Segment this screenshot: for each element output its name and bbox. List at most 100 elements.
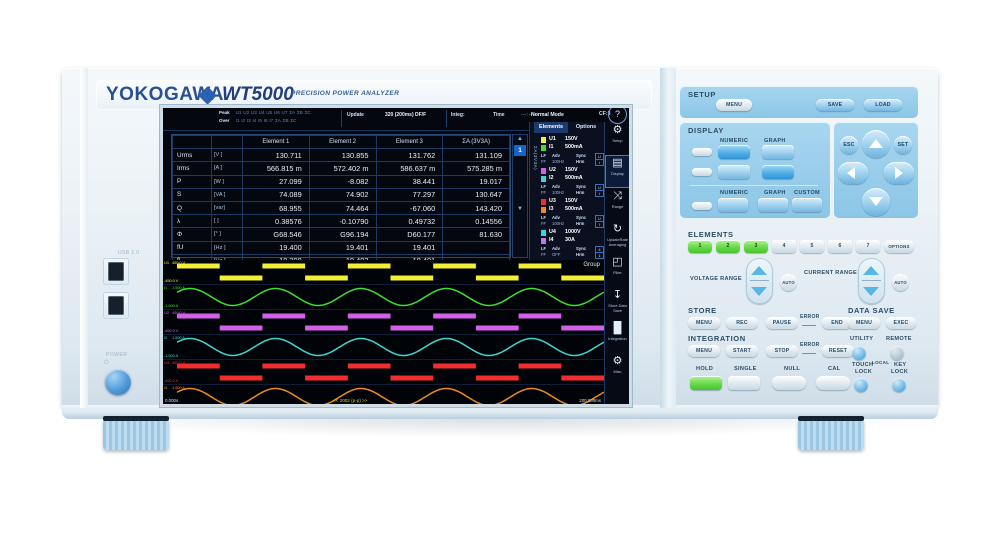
sync-box-u[interactable]: U xyxy=(595,214,604,223)
hold-button[interactable] xyxy=(690,376,722,390)
page-dot[interactable]: · xyxy=(519,172,521,178)
current-range-rocker[interactable] xyxy=(858,258,885,304)
store-end-button[interactable]: END xyxy=(822,317,852,329)
page-down-icon[interactable]: ▼ xyxy=(517,206,523,212)
setup-icon[interactable]: ⚙ Setup xyxy=(605,122,629,155)
element-button-6[interactable]: 6 xyxy=(828,240,852,253)
display-numeric-button-2[interactable] xyxy=(718,165,750,179)
waveform-row[interactable]: I1 1.500 A -1.500 A xyxy=(163,285,604,310)
single-button[interactable] xyxy=(728,376,760,390)
waveform-area[interactable]: U1 450.0 V -450.0 V I1 1.500 A -1.500 A U2 450.… xyxy=(163,260,604,404)
element-voltage-row[interactable]: U2 150V xyxy=(539,167,604,175)
element-current-row[interactable]: I1 500mA xyxy=(539,144,604,152)
lcd-screen[interactable]: Peak U1 U2 U3 U4 U5 U6 U7 ΣA ΣB ΣC Over I1 I2 I3 I4 I5 I… xyxy=(163,108,629,404)
u-range-value[interactable]: 150V xyxy=(565,167,578,173)
nav-up-button[interactable] xyxy=(862,130,890,158)
waveform-row[interactable]: U2 450.0 V -450.0 V xyxy=(163,310,604,335)
table-row[interactable]: Irms [A ] 566.815 m 572.402 m 586.637 m 575.2… xyxy=(172,161,510,176)
save-button[interactable]: SAVE xyxy=(816,99,854,111)
voltage-auto-button[interactable]: AUTO xyxy=(780,274,797,291)
page-up-icon[interactable]: ▲ xyxy=(517,136,523,142)
store-rec-button[interactable]: REC xyxy=(726,317,758,329)
range-icon[interactable]: ⤨ Range xyxy=(605,188,629,221)
nav-left-button[interactable] xyxy=(838,162,868,184)
i-range-value[interactable]: 500mA xyxy=(565,175,583,182)
i-range-value[interactable]: 500mA xyxy=(565,206,583,213)
element-button-5[interactable]: 5 xyxy=(800,240,824,253)
touch-lock-button[interactable] xyxy=(854,378,868,392)
waveform-row[interactable]: I2 1.500 A -1.500 A xyxy=(163,335,604,360)
help-icon[interactable]: ? xyxy=(608,108,627,124)
u-range-value[interactable]: 150V xyxy=(565,136,578,142)
load-button[interactable]: LOAD xyxy=(864,99,902,111)
page-scroller[interactable]: ▲ 1 · · · · ▼ xyxy=(512,134,528,258)
cal-button[interactable] xyxy=(816,376,850,390)
utility-button[interactable] xyxy=(852,346,866,360)
element-voltage-row[interactable]: U1 150V xyxy=(539,136,604,144)
misc-icon[interactable]: ⚙ Misc xyxy=(605,353,629,386)
element-button-3[interactable]: 3 xyxy=(744,240,768,253)
waveform-row[interactable]: I3 1.500 A -1.500 A xyxy=(163,385,604,404)
display-icon[interactable]: ▤ Display xyxy=(605,155,629,188)
table-row[interactable]: S [VA ] 74.089 74.902 77.297 130.647 xyxy=(172,187,510,202)
table-row[interactable]: Urms [V ] 130.711 130.855 131.762 131.109 xyxy=(172,148,510,163)
integration-start-button[interactable]: START xyxy=(726,345,758,357)
display-row1-indicator[interactable] xyxy=(692,148,712,156)
table-row[interactable]: Q [var] 68.955 74.464 -67.060 143.420 xyxy=(172,200,510,216)
integration-icon[interactable]: █ Integration xyxy=(605,320,629,353)
element-button-4[interactable]: 4 xyxy=(772,240,796,253)
display-numeric-button-3[interactable] xyxy=(718,198,748,212)
power-button[interactable] xyxy=(105,369,131,395)
table-row[interactable]: fU [Hz ] 19.400 19.401 19.401 xyxy=(172,240,510,255)
set-button[interactable]: SET xyxy=(894,136,912,154)
filter-icon[interactable]: ◰ Filter xyxy=(605,254,629,287)
nav-right-button[interactable] xyxy=(884,162,914,184)
tab-options[interactable]: Options xyxy=(575,124,597,130)
i-range-value[interactable]: 500mA xyxy=(565,144,583,151)
display-row3-indicator[interactable] xyxy=(692,202,712,210)
element-group[interactable]: U2 150V I2 500mA LF FF Adv 100Hz Sync Hrm U I xyxy=(539,167,604,198)
sync-box-i[interactable]: I xyxy=(595,189,604,198)
store-menu-button[interactable]: MENU xyxy=(688,317,720,329)
sync-box-u[interactable]: U xyxy=(595,152,604,161)
sync-box-u[interactable]: 4 xyxy=(595,245,604,254)
table-row[interactable]: Φ [° ] G68.546 G96.194 D60.177 81.630 xyxy=(172,227,510,242)
current-auto-button[interactable]: AUTO xyxy=(892,274,909,291)
usb-port-1[interactable] xyxy=(103,258,129,285)
page-dot[interactable]: · xyxy=(519,184,521,190)
i-range-value[interactable]: 30A xyxy=(565,237,575,244)
store-pause-button[interactable]: PAUSE xyxy=(766,317,798,329)
display-custom-button[interactable] xyxy=(792,198,822,212)
data-save-menu-button[interactable]: MENU xyxy=(848,317,880,329)
element-button-1[interactable]: 1 xyxy=(688,240,712,253)
element-button-7[interactable]: 7 xyxy=(856,240,880,253)
element-group[interactable]: U3 150V I3 500mA LF FF Adv 100Hz Sync Hrm U I xyxy=(539,198,604,229)
page-dot[interactable]: · xyxy=(519,196,521,202)
element-sub-settings[interactable]: LF FF Adv 100Hz Sync Hrm U I xyxy=(539,214,604,229)
element-sub-settings[interactable]: LF FF Adv OFF Sync Hrm 4 1 xyxy=(539,245,604,260)
voltage-range-rocker[interactable] xyxy=(746,258,773,304)
elements-options-button[interactable]: OPTIONS xyxy=(884,240,914,253)
page-dot[interactable]: · xyxy=(519,160,521,166)
display-row2-indicator[interactable] xyxy=(692,168,712,176)
element-button-2[interactable]: 2 xyxy=(716,240,740,253)
table-row[interactable]: P [W ] 27.099 -8.082 38.441 19.017 xyxy=(172,174,510,189)
data-save-exec-button[interactable]: EXEC xyxy=(886,317,916,329)
element-current-row[interactable]: I3 500mA xyxy=(539,206,604,214)
integration-menu-button[interactable]: MENU xyxy=(688,345,720,357)
esc-button[interactable]: ESC xyxy=(840,136,858,154)
tab-elements[interactable]: Elements xyxy=(534,122,568,133)
null-button[interactable] xyxy=(772,376,806,390)
waveform-row[interactable]: U1 450.0 V -450.0 V xyxy=(163,260,604,285)
integration-stop-button[interactable]: STOP xyxy=(766,345,798,357)
usb-port-2[interactable] xyxy=(103,292,129,319)
nav-down-button[interactable] xyxy=(862,188,890,216)
element-current-row[interactable]: I2 500mA xyxy=(539,175,604,183)
table-row[interactable]: λ[ ] 0.38576 -0.10790 0.49732 0.14556 xyxy=(172,214,510,229)
page-current[interactable]: 1 xyxy=(514,145,526,156)
element-sub-settings[interactable]: LF FF Adv 100Hz Sync Hrm U I xyxy=(539,152,604,167)
integration-reset-button[interactable]: RESET xyxy=(822,345,854,357)
setup-menu-button[interactable]: MENU xyxy=(716,99,752,111)
update-rate-averaging-icon[interactable]: ↻ UpdateRate Averaging xyxy=(605,221,629,254)
element-voltage-row[interactable]: U3 150V xyxy=(539,198,604,206)
